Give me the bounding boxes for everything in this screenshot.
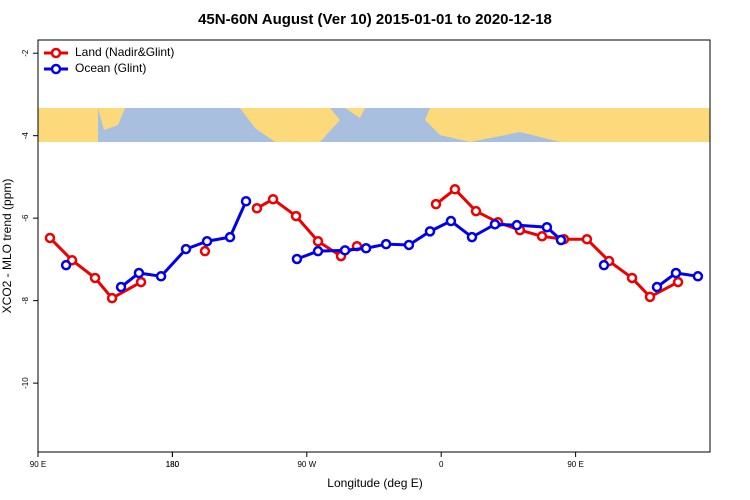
data-point (511, 219, 523, 231)
x-tick-label: 0 (439, 460, 444, 469)
data-point (470, 205, 482, 217)
x-tick-label: 180 (166, 460, 180, 469)
x-tick-label: 90 E (567, 460, 583, 469)
data-point (672, 276, 684, 288)
legend-marker (50, 47, 62, 59)
x-tick-label: 180 (166, 460, 180, 469)
data-point (201, 236, 213, 247)
y-tick-label: -6 (21, 214, 30, 222)
data-point (626, 272, 638, 284)
data-point (489, 219, 501, 230)
data-point (44, 232, 56, 244)
plot-frame (37, 39, 711, 453)
data-point (312, 236, 324, 247)
map-strip (38, 108, 710, 142)
x-tick-label: 90 E (30, 460, 46, 469)
data-point (133, 267, 145, 279)
data-point (224, 231, 236, 243)
data-point (135, 276, 147, 288)
x-axis-label: Longitude (deg E) (327, 476, 422, 490)
data-point (155, 271, 167, 282)
data-point (267, 193, 279, 205)
data-point (541, 221, 553, 233)
data-point (403, 239, 415, 251)
data-point (644, 291, 656, 303)
data-point (360, 243, 372, 254)
data-point (445, 215, 457, 227)
data-point (199, 245, 211, 257)
legend-marker (50, 63, 62, 75)
y-tick-label: -8 (21, 297, 30, 305)
data-point (251, 203, 263, 214)
y-tick-label: -10 (21, 377, 30, 389)
legend-label: Land (Nadir&Glint) (75, 45, 174, 59)
data-point (380, 238, 392, 250)
y-tick-label: -2 (21, 49, 30, 57)
y-axis-label: XCO2 - MLO trend (ppm) (0, 179, 14, 314)
data-point (424, 226, 436, 237)
data-point (555, 234, 567, 246)
data-point (536, 231, 548, 242)
data-point (430, 198, 442, 210)
data-point (180, 243, 192, 255)
y-tick-label: -4 (21, 132, 30, 140)
data-point (290, 210, 302, 222)
legend-label: Ocean (Glint) (75, 61, 146, 75)
data-point (466, 231, 478, 243)
data-point (312, 245, 324, 257)
data-point (106, 292, 118, 304)
data-point (670, 267, 682, 279)
data-point (291, 253, 303, 265)
data-point (339, 245, 351, 256)
chart-title: 45N-60N August (Ver 10) 2015-01-01 to 20… (198, 11, 552, 28)
x-tick-label: 90 W (297, 460, 316, 469)
data-point (60, 259, 72, 271)
data-point (651, 281, 663, 293)
data-point (598, 259, 610, 271)
data-point (240, 196, 252, 207)
data-point (115, 281, 127, 293)
data-point (581, 233, 593, 245)
data-point (449, 184, 461, 195)
data-point (89, 272, 101, 284)
data-point (692, 271, 704, 282)
